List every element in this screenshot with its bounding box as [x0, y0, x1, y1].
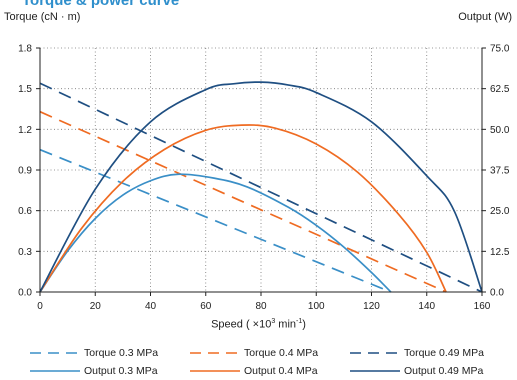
x-tick-label: 0: [37, 301, 43, 312]
legend-item-output-04: Output 0.4 MPa: [190, 365, 350, 377]
x-axis-label: Speed ( ×103 min-1): [0, 318, 517, 331]
y-right-tick-label: 25.0: [490, 206, 510, 217]
legend-swatch: [30, 370, 80, 372]
legend-item-torque-04: Torque 0.4 MPa: [190, 347, 350, 359]
legend-swatch: [30, 352, 80, 354]
series-line-3: [39, 173, 392, 293]
y-right-tick-label: 0.0: [490, 288, 504, 299]
chart-plot: 0 20 40 60 80 100 120 140 160 0.0 0.3 0.6 0.9 1.2 1.5 1…: [18, 44, 510, 313]
y-right-tick-label: 50.0: [490, 125, 510, 136]
x-tick-label: 120: [363, 301, 380, 312]
y-left-tick-label: 0.9: [18, 166, 32, 177]
x-tick-label: 140: [418, 301, 435, 312]
series-line-4: [39, 124, 447, 293]
series-line-1: [39, 110, 447, 293]
y-axis-left-label: Torque (cN · m): [4, 11, 81, 23]
legend-swatch: [350, 352, 400, 354]
x-tick-label: 20: [90, 301, 102, 312]
x-axis-label-sup2: -1: [296, 318, 303, 325]
y-axis-right-label: Output (W): [458, 11, 512, 23]
x-tick-label: 80: [255, 301, 267, 312]
legend-label: Torque 0.4 MPa: [244, 347, 319, 359]
legend-label: Output 0.49 MPa: [404, 365, 484, 377]
legend-label: Torque 0.3 MPa: [84, 347, 159, 359]
x-axis-label-mid: min: [275, 318, 297, 331]
y-right-tick-label: 62.5: [490, 84, 510, 95]
legend-item-output-03: Output 0.3 MPa: [30, 365, 190, 377]
legend-row-output: Output 0.3 MPa Output 0.4 MPa Output 0.4…: [30, 362, 510, 380]
y-right-tick-label: 12.5: [490, 247, 510, 258]
y-left-tick-label: 0.3: [18, 247, 32, 258]
x-tick-label: 100: [308, 301, 325, 312]
y-left-tick-label: 1.5: [18, 84, 32, 95]
chart-title: Torque & power curve: [22, 0, 180, 9]
chart-legend: Torque 0.3 MPa Torque 0.4 MPa Torque 0.4…: [30, 344, 510, 380]
x-axis-label-suffix: ): [302, 318, 306, 331]
x-tick-label: 40: [145, 301, 157, 312]
y-left-tick-label: 1.2: [18, 125, 32, 136]
legend-row-torque: Torque 0.3 MPa Torque 0.4 MPa Torque 0.4…: [30, 344, 510, 362]
x-axis-label-prefix: Speed ( ×10: [211, 318, 272, 331]
legend-item-output-049: Output 0.49 MPa: [350, 365, 510, 377]
series-line-5: [39, 81, 483, 293]
x-axis-label-sup1: 3: [271, 318, 276, 325]
x-tick-label: 160: [474, 301, 491, 312]
y-left-tick-label: 0.6: [18, 206, 32, 217]
legend-swatch: [350, 370, 400, 372]
legend-swatch: [190, 352, 240, 354]
x-tick-label: 60: [200, 301, 212, 312]
legend-item-torque-03: Torque 0.3 MPa: [30, 347, 190, 359]
legend-item-torque-049: Torque 0.49 MPa: [350, 347, 510, 359]
y-right-tick-label: 37.5: [490, 166, 510, 177]
y-left-tick-label: 1.8: [18, 44, 32, 55]
series-line-2: [39, 82, 483, 293]
legend-label: Output 0.3 MPa: [84, 365, 158, 377]
y-left-tick-label: 0.0: [18, 288, 32, 299]
series-line-0: [39, 148, 392, 293]
legend-swatch: [190, 370, 240, 372]
y-right-tick-label: 75.0: [490, 44, 510, 55]
legend-label: Output 0.4 MPa: [244, 365, 318, 377]
legend-label: Torque 0.49 MPa: [404, 347, 484, 359]
